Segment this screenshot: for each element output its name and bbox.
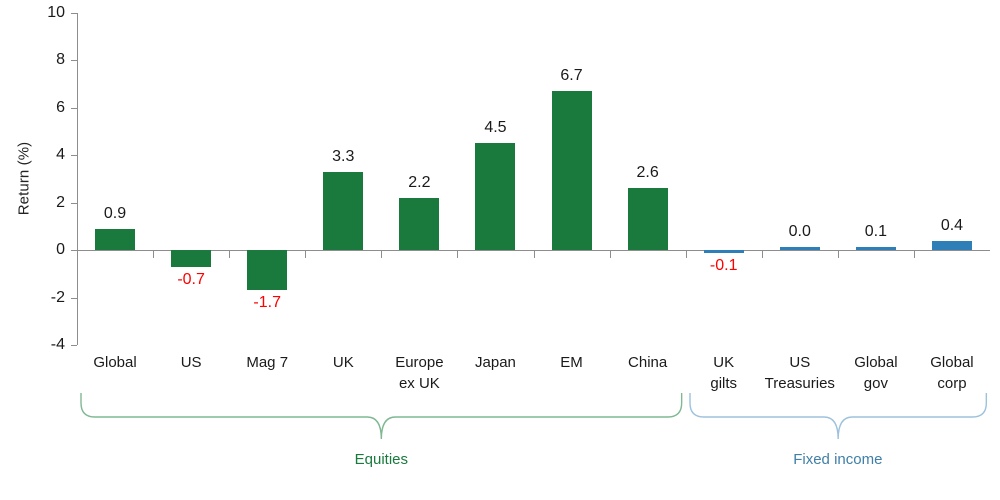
category-label-line: EM [560,354,583,371]
bar-value-label: 6.7 [560,67,583,85]
bar-value-label: 0.4 [940,216,964,234]
category-label-line: Mag 7 [246,354,289,371]
bar-value-label: 2.2 [408,173,431,191]
bar-value-label: -0.1 [709,257,738,275]
category-label: Mag 7 [212,352,322,373]
category-label: US Treasuries [745,352,855,394]
x-tick-mark [610,251,611,259]
category-label: Europe ex UK [364,352,474,394]
bar [627,188,668,251]
y-tick-mark [71,202,77,204]
x-tick-mark [153,251,154,259]
y-tick-mark [71,250,77,252]
x-tick-mark [229,251,230,259]
y-tick-label: 0 [56,241,65,259]
category-label-line: Treasuries [764,375,835,392]
bar-value-label: 4.5 [484,119,507,137]
category-label-line: UK [713,354,735,371]
category-label-line: China [628,354,668,371]
category-label-line: gilts [710,375,738,392]
bar [931,240,972,251]
bar [703,250,744,254]
y-tick-label: 2 [56,193,65,211]
bar-value-label: 3.3 [332,147,355,165]
x-tick-mark [914,251,915,259]
y-tick-mark [71,13,77,14]
y-tick-label: 4 [56,146,65,164]
category-label-line: Global [93,354,137,371]
category-label: UK [288,352,398,373]
category-label: Japan [440,352,550,373]
x-tick-mark [686,251,687,259]
x-tick-mark [534,251,535,259]
x-tick-mark [838,251,839,259]
bar [247,250,288,291]
category-label: Global gov [821,352,931,394]
bar [399,197,440,251]
bar [323,171,364,251]
y-tick-label: -4 [50,336,65,353]
y-tick-mark [71,107,77,109]
bar [855,247,896,251]
x-tick-mark [762,251,763,259]
group-label: Fixed income [793,451,883,468]
bar [95,228,136,251]
category-label-line: UK [332,354,354,371]
category-label-line: ex UK [398,375,440,392]
bar [171,250,212,267]
zero-baseline [77,250,990,252]
category-label: Global corp [897,352,1000,394]
y-tick-mark [71,345,77,346]
bar-value-label: 0.9 [103,204,127,222]
category-label-line: US [789,354,811,371]
category-label: EM [517,352,627,373]
y-axis-title: Return (%) [15,141,33,216]
bar-value-label: 0.0 [788,223,811,241]
y-tick-mark [71,60,77,62]
y-tick-mark [71,155,77,157]
group-brace [688,393,987,439]
category-label: Global [60,352,170,373]
category-label: China [593,352,703,373]
y-tick-label: -2 [50,288,65,306]
category-label-line: gov [863,375,888,392]
category-label-line: Global [930,354,974,371]
bar [779,247,820,251]
y-tick-mark [71,297,77,299]
y-tick-label: 10 [47,4,65,21]
y-tick-label: 6 [56,98,65,116]
bar-value-label: 2.6 [636,164,659,182]
category-label-line: Europe [395,354,444,371]
x-tick-mark [305,251,306,259]
category-label: UK gilts [669,352,779,394]
y-axis-line [77,13,78,345]
bar-value-label: -0.7 [177,270,205,288]
x-tick-mark [457,251,458,259]
group-label: Equities [354,451,409,468]
bar [475,143,516,251]
category-label-line: Japan [475,354,516,371]
group-brace [80,393,683,439]
x-tick-mark [381,251,382,259]
bar [551,91,592,251]
category-label-line: corp [937,375,967,392]
category-label: US [136,352,246,373]
bar-value-label: -1.7 [253,294,281,312]
y-tick-label: 8 [56,51,65,69]
bar-value-label: 0.1 [864,223,887,241]
category-label-line: US [180,354,202,371]
category-label-line: Global [854,354,898,371]
